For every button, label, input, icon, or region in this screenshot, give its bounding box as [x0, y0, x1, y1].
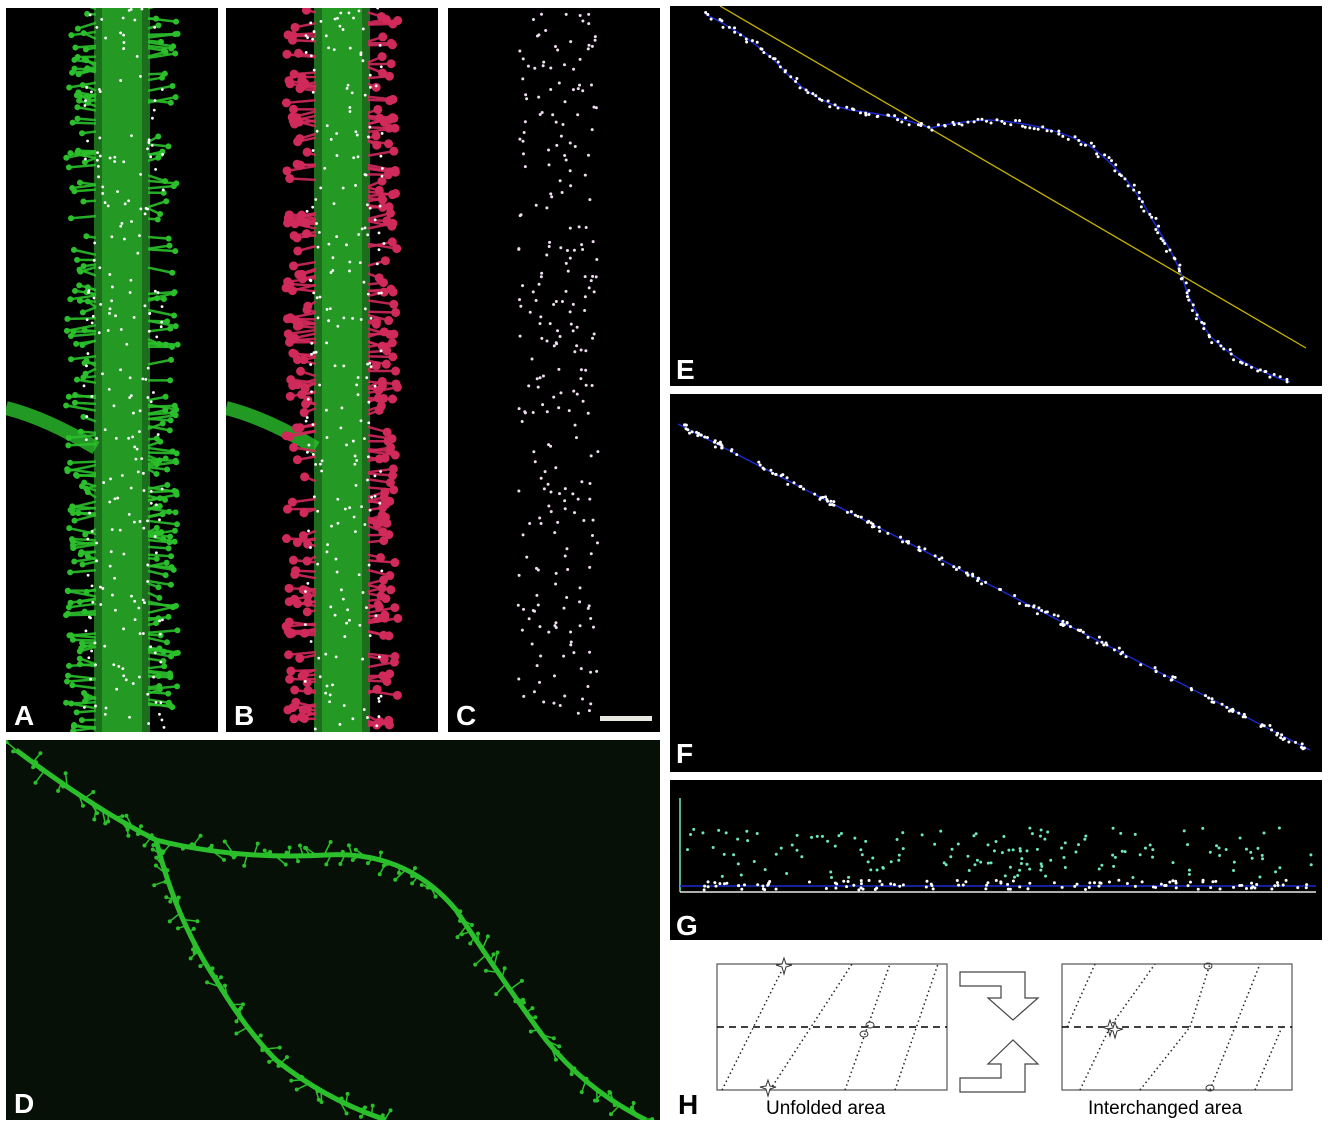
- panel-a-image: [6, 8, 218, 732]
- panel-h-label: H: [678, 1091, 698, 1119]
- panel-f: F: [670, 394, 1322, 772]
- star-icon: [760, 958, 792, 1096]
- panel-f-label: F: [676, 740, 693, 768]
- panel-f-plot: [670, 394, 1322, 772]
- panel-h: H Unfolded area Interchanged area: [670, 948, 1322, 1120]
- panel-b: B: [226, 8, 438, 732]
- panel-g-label: G: [676, 912, 698, 940]
- interchanged-area-caption: Interchanged area: [1088, 1098, 1242, 1120]
- panel-d-image: [6, 740, 660, 1120]
- panel-a: A: [6, 8, 218, 732]
- interchange-arrow-icon: [960, 972, 1038, 1092]
- panel-g: G: [670, 780, 1322, 940]
- panel-c-image: [448, 8, 660, 732]
- panel-c: C: [448, 8, 660, 732]
- panel-b-image: [226, 8, 438, 732]
- panel-h-diagram: [670, 948, 1322, 1120]
- panel-e-plot: [670, 6, 1322, 386]
- panel-d: D: [6, 740, 660, 1120]
- scale-bar: [600, 716, 652, 721]
- panel-a-label: A: [14, 702, 34, 730]
- panel-g-plot: [670, 780, 1322, 940]
- panel-e: E: [670, 6, 1322, 386]
- panel-d-label: D: [14, 1090, 34, 1118]
- unfolded-area-caption: Unfolded area: [766, 1098, 885, 1120]
- panel-c-label: C: [456, 702, 476, 730]
- panel-e-label: E: [676, 356, 695, 384]
- panel-b-label: B: [234, 702, 254, 730]
